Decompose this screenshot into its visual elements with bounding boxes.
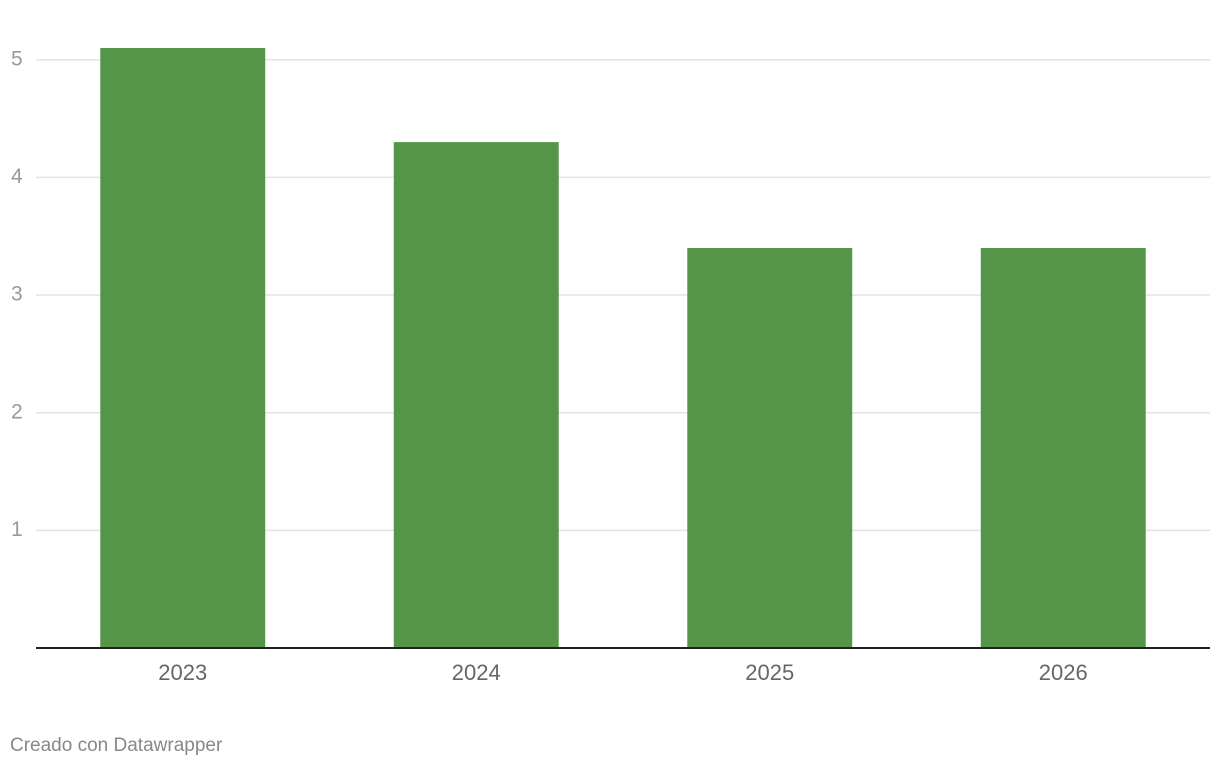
x-tick-label: 2024 bbox=[452, 660, 501, 685]
credit: Creado con Datawrapper bbox=[10, 735, 223, 756]
x-tick-label: 2025 bbox=[745, 660, 794, 685]
y-tick-label: 2 bbox=[11, 400, 23, 423]
y-tick-label: 5 bbox=[11, 47, 23, 70]
bar bbox=[980, 248, 1146, 648]
y-tick-label: 4 bbox=[11, 165, 23, 188]
x-tick-label: 2026 bbox=[1039, 660, 1088, 685]
bar bbox=[687, 248, 853, 648]
y-tick-label: 3 bbox=[11, 283, 23, 306]
bar bbox=[100, 48, 266, 648]
bar bbox=[393, 142, 559, 648]
x-tick-label: 2023 bbox=[158, 660, 207, 685]
y-tick-label: 1 bbox=[11, 518, 23, 541]
